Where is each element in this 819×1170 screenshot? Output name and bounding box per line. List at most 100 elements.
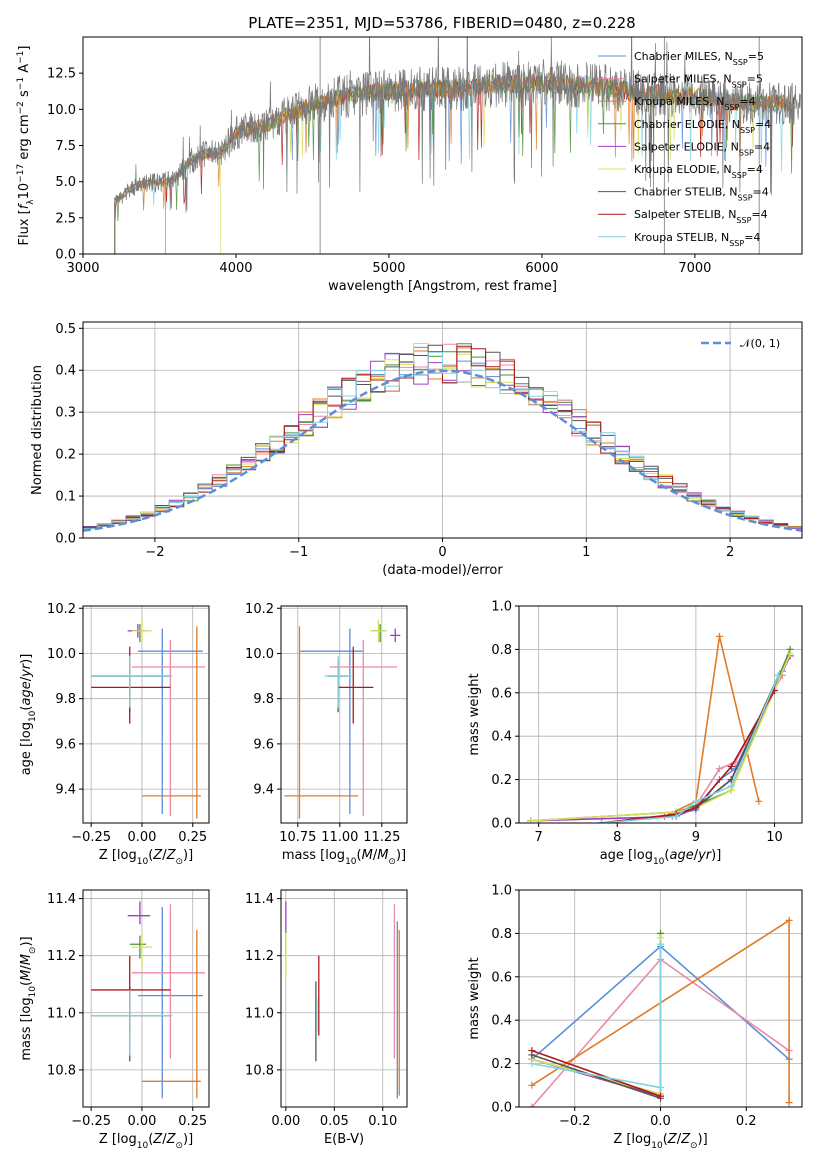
x-axis-label: Z [log10(Z/Z⊙)] xyxy=(613,1132,707,1151)
data-point xyxy=(527,817,535,823)
y-tick-label: 0.2 xyxy=(491,773,512,788)
y-tick-label: 11.2 xyxy=(245,949,274,964)
y-tick-label: 5.0 xyxy=(55,175,76,190)
plot-area xyxy=(528,916,793,1107)
legend-label: Chabrier MILES, NSSP=5 xyxy=(634,50,764,67)
data-point xyxy=(786,650,794,658)
series-salpeter-stelib xyxy=(528,1047,664,1100)
y-tick-label: 0.8 xyxy=(491,643,512,658)
y-axis-label: mass [log10(M/M⊙)] xyxy=(19,936,38,1060)
data-point xyxy=(715,632,723,640)
errorbar-kroupa-elodie xyxy=(131,932,153,970)
axes-frame xyxy=(518,605,803,824)
normal-curve xyxy=(83,369,802,532)
errorbar-kroupa-elodie xyxy=(370,619,387,643)
errorbar-salpeter-elodie xyxy=(390,628,401,643)
plot-area xyxy=(114,37,801,254)
x-tick-label: 7000 xyxy=(678,261,711,276)
x-tick-label: 6000 xyxy=(525,261,558,276)
x-tick-label: 4000 xyxy=(219,261,252,276)
data-point xyxy=(528,1060,536,1068)
x-tick-label: 10.75 xyxy=(279,830,316,845)
y-axis-label: Normed distribution xyxy=(30,365,45,495)
y-tick-label: 11.2 xyxy=(47,949,76,964)
series-observed-spectrum xyxy=(114,37,801,254)
y-tick-label: 9.8 xyxy=(55,692,76,707)
data-point xyxy=(785,916,793,924)
x-axis-label: mass [log10(M/M⊙)] xyxy=(282,848,406,867)
data-point xyxy=(657,1083,664,1091)
legend-label: Salpeter MILES, NSSP=5 xyxy=(634,73,763,90)
figure-title: PLATE=2351, MJD=53786, FIBERID=0480, z=0… xyxy=(248,14,635,32)
x-tick-label: −0.25 xyxy=(71,830,111,845)
data-point xyxy=(528,1103,536,1107)
x-tick-label: 0.0 xyxy=(650,1114,671,1129)
y-tick-label: 11.0 xyxy=(47,1006,76,1021)
errorbar-salpeter-miles xyxy=(131,904,205,1059)
chart-mass-vs-Z: −0.25 0.00 0.25 10.8 11.0 11.2 11.4 Z [log10(Z/… xyxy=(19,889,210,1151)
x-tick-label: 0.00 xyxy=(127,1114,156,1129)
legend-label: Kroupa STELIB, NSSP=4 xyxy=(634,231,760,248)
errorbar-kroupa-miles xyxy=(141,929,201,1099)
data-point xyxy=(774,671,782,679)
axes-frame xyxy=(518,889,803,1108)
axes-frame xyxy=(82,321,803,539)
data-point xyxy=(657,934,664,942)
y-tick-label: 10.2 xyxy=(245,602,274,617)
errorbar-kroupa-miles xyxy=(284,626,359,819)
y-tick-label: 0.2 xyxy=(491,1057,512,1072)
chart-residuals: −2 −1 0 1 2 0.0 0.1 0.2 0.3 0.4 0.5 𝒩(0, 1) (data-mo… xyxy=(30,321,803,578)
y-tick-label: 10.0 xyxy=(47,647,76,662)
y-axis-label: Flux [fλ10−17 erg cm−2 s−1 A−1] xyxy=(16,46,36,246)
y-tick-label: 0.0 xyxy=(55,248,76,263)
y-tick-label: 0.5 xyxy=(55,322,76,337)
data-point xyxy=(672,812,680,820)
y-tick-label: 9.4 xyxy=(55,783,76,798)
x-axis-label: Z [log10(Z/Z⊙)] xyxy=(99,1132,193,1151)
x-axis-label: Z [log10(Z/Z⊙)] xyxy=(99,848,193,867)
y-tick-label: 10.0 xyxy=(245,647,274,662)
errorbar-salpeter-elodie xyxy=(127,901,151,925)
plot-area xyxy=(285,901,400,1099)
data-point xyxy=(727,763,735,771)
x-tick-label: 2 xyxy=(726,545,734,560)
y-tick-label: 0.0 xyxy=(491,817,512,832)
legend-label: Kroupa MILES, NSSP=4 xyxy=(634,95,756,112)
y-tick-label: 0.4 xyxy=(491,1014,512,1029)
x-tick-label: 0 xyxy=(438,545,446,560)
x-tick-label: 0.00 xyxy=(127,830,156,845)
series-kroupa-stelib xyxy=(598,671,782,823)
y-tick-label: 1.0 xyxy=(491,884,512,899)
y-tick-label: 0.4 xyxy=(491,730,512,745)
data-point xyxy=(528,1081,536,1089)
y-tick-label: 0.6 xyxy=(491,686,512,701)
series-line xyxy=(664,636,760,818)
y-tick-label: 7.5 xyxy=(55,139,76,154)
y-tick-label: 11.4 xyxy=(47,892,76,907)
x-axis-label: age [log10(age/yr)] xyxy=(600,848,722,867)
x-tick-label: 8 xyxy=(613,830,621,845)
x-tick-label: 0.2 xyxy=(736,1114,757,1129)
legend-label: Chabrier ELODIE, NSSP=4 xyxy=(634,118,771,135)
data-point xyxy=(727,782,735,790)
x-axis-label: E(B-V) xyxy=(324,1132,364,1147)
y-axis-label: mass weight xyxy=(467,673,482,755)
plot-area xyxy=(91,901,205,1099)
x-tick-label: 0.00 xyxy=(271,1114,300,1129)
plot-area xyxy=(527,632,794,823)
y-tick-label: 10.0 xyxy=(47,103,76,118)
data-point xyxy=(528,1047,536,1055)
errorbar-kroupa-miles xyxy=(141,626,201,819)
chart-spectrum: 3000 4000 5000 6000 7000 0.0 2.5 5.0 7.5 10.0 12.5… xyxy=(16,36,803,294)
axes-frame xyxy=(82,36,803,255)
y-tick-label: 11.4 xyxy=(245,892,274,907)
x-tick-label: 10 xyxy=(766,830,783,845)
chart-age-vs-mass: 10.75 11.00 11.25 9.4 9.6 9.8 10.0 10.2 mass [lo… xyxy=(245,602,408,867)
errorbar-kroupa-stelib xyxy=(91,989,173,1056)
series-kroupa-stelib xyxy=(528,940,664,1091)
x-tick-label: 0.25 xyxy=(178,1114,207,1129)
data-point xyxy=(657,940,664,948)
x-tick-label: 0.10 xyxy=(368,1114,397,1129)
x-tick-label: −1 xyxy=(289,545,308,560)
